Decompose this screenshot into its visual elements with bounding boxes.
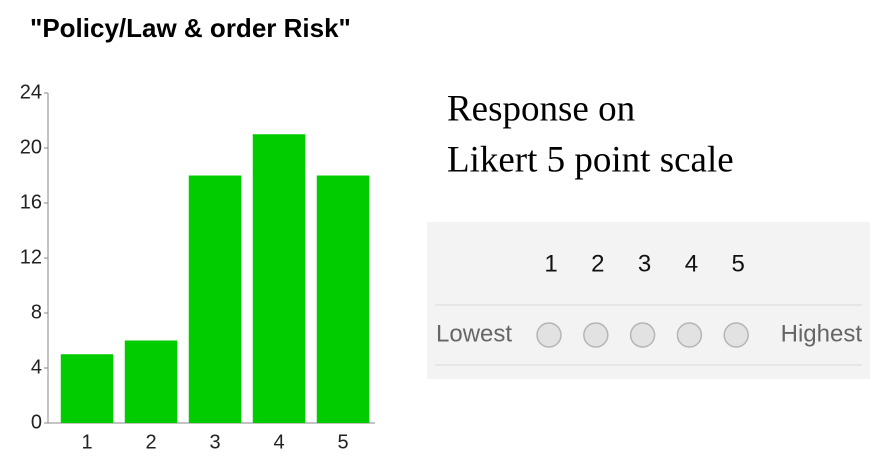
x-tick-label: 2: [145, 431, 156, 453]
bar: [188, 175, 242, 423]
likert-option-label: 4: [685, 250, 698, 277]
likert-high: Highest: [781, 320, 863, 347]
likert-radio[interactable]: [676, 322, 703, 348]
likert-radio[interactable]: [629, 322, 656, 348]
bar: [60, 354, 114, 423]
likert-radio[interactable]: [536, 322, 562, 348]
y-tick-label: 16: [20, 191, 42, 213]
caption-line: Likert 5 point scale: [447, 139, 734, 180]
x-tick-label: 5: [337, 431, 348, 453]
likert-option-label: 2: [591, 250, 604, 277]
y-tick-label: 0: [31, 411, 42, 433]
x-tick-label: 1: [81, 431, 92, 453]
likert-panel: [427, 222, 870, 379]
likert-option-label: 3: [638, 250, 651, 277]
likert-option-label: 1: [544, 250, 557, 277]
y-tick-label: 12: [20, 246, 42, 268]
x-tick-label: 3: [209, 431, 220, 453]
y-tick-label: 24: [20, 81, 42, 103]
likert-radio[interactable]: [583, 322, 609, 348]
likert-radio[interactable]: [723, 322, 749, 348]
likert-option-label: 5: [732, 250, 745, 277]
x-tick-label: 4: [273, 431, 284, 453]
chart-title: "Policy/Law & order Risk": [30, 13, 351, 43]
y-tick-label: 8: [31, 301, 42, 323]
y-tick-label: 20: [20, 136, 42, 158]
y-tick-label: 4: [31, 356, 42, 378]
bar: [252, 134, 306, 423]
bar: [124, 340, 178, 423]
likert-low: Lowest: [436, 320, 512, 347]
caption-line: Response on: [447, 88, 635, 129]
bar: [316, 175, 370, 423]
